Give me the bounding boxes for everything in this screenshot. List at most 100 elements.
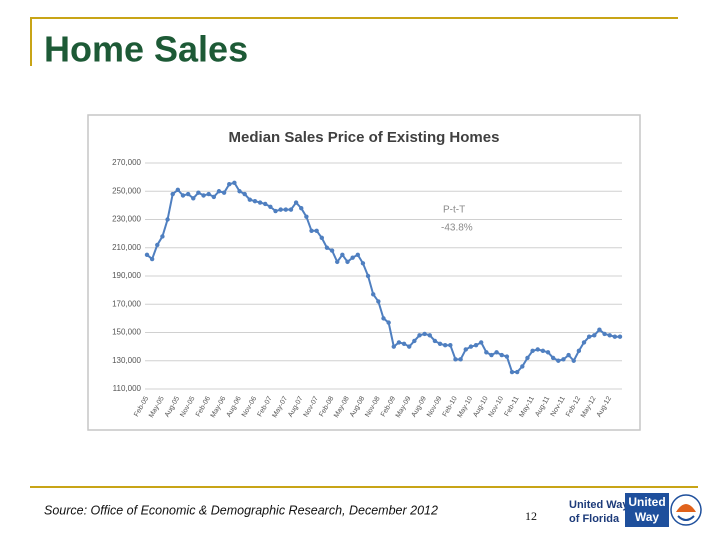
data-point [144, 252, 150, 258]
logo-badge-text: United [628, 495, 665, 509]
data-point [412, 338, 417, 344]
data-point [237, 189, 242, 194]
data-point [242, 191, 247, 197]
y-tick-label: 250,000 [112, 186, 141, 195]
data-point [160, 234, 165, 239]
logo-text: United Way [569, 499, 629, 511]
chart-title: Median Sales Price of Existing Homes [229, 129, 500, 146]
page-number: 12 [525, 509, 537, 523]
data-point [473, 343, 479, 348]
data-point [155, 242, 160, 248]
data-point [304, 214, 309, 219]
data-point [499, 352, 504, 358]
data-point [530, 348, 535, 354]
annotation: P-t-T [443, 205, 465, 216]
y-tick-label: 190,000 [112, 271, 141, 280]
data-point [288, 207, 294, 212]
data-point [273, 208, 278, 214]
data-point [227, 181, 232, 187]
data-point [283, 207, 289, 212]
data-point [494, 350, 499, 355]
data-point [427, 333, 432, 338]
data-point [247, 197, 253, 202]
data-point [586, 334, 592, 339]
annotation: -43.8% [441, 223, 473, 234]
data-point [365, 273, 371, 279]
data-point [175, 187, 181, 193]
data-point [514, 369, 520, 375]
data-point [617, 334, 623, 339]
data-point [221, 190, 227, 195]
data-point [581, 340, 587, 345]
data-point [381, 316, 386, 321]
data-point [319, 235, 325, 241]
data-point [350, 255, 355, 260]
logo-icon-hand [677, 515, 695, 521]
logo-badge-text: Way [635, 510, 660, 524]
data-point [201, 193, 206, 198]
data-point [458, 357, 463, 362]
data-point [561, 357, 566, 362]
data-point [211, 194, 217, 200]
data-point [196, 190, 201, 195]
data-point [252, 198, 258, 204]
data-point [545, 350, 551, 355]
data-point [571, 358, 576, 363]
data-point [592, 333, 597, 338]
data-point [149, 256, 155, 262]
data-point [566, 352, 571, 358]
data-point [191, 196, 196, 201]
data-point [345, 259, 350, 265]
data-point [597, 327, 602, 332]
data-point [360, 261, 366, 266]
y-tick-label: 110,000 [113, 384, 142, 393]
data-point [504, 354, 510, 359]
data-point [355, 252, 360, 258]
y-tick-label: 230,000 [112, 215, 141, 224]
data-point [340, 252, 345, 258]
data-point [437, 341, 443, 346]
data-point [602, 331, 607, 337]
data-point [478, 340, 484, 345]
logo-badge [625, 493, 669, 527]
data-point [432, 338, 438, 344]
data-point [576, 348, 582, 354]
data-point [417, 333, 422, 338]
data-point [509, 369, 515, 375]
data-point [556, 358, 561, 363]
data-point [401, 341, 407, 346]
y-tick-label: 170,000 [112, 299, 141, 308]
data-point [607, 333, 612, 338]
data-point [268, 204, 273, 209]
data-point [535, 347, 540, 352]
source-note: Source: Office of Economic & Demographic… [44, 503, 438, 517]
y-tick-label: 150,000 [112, 328, 141, 337]
data-point [335, 259, 340, 265]
data-point [165, 217, 170, 222]
data-point [612, 334, 618, 339]
data-point [396, 340, 402, 345]
data-point [185, 191, 191, 197]
data-point [391, 344, 396, 349]
data-point [468, 344, 474, 349]
data-point [314, 228, 319, 233]
data-point [525, 355, 530, 361]
data-point [180, 193, 186, 198]
data-point [550, 355, 556, 361]
data-point [263, 201, 268, 207]
y-tick-label: 270,000 [112, 158, 141, 167]
data-point [309, 228, 314, 233]
data-point [407, 344, 412, 349]
y-tick-label: 210,000 [112, 243, 141, 252]
data-point [453, 357, 458, 362]
data-point [489, 352, 494, 358]
data-point [520, 364, 525, 369]
data-point [386, 320, 391, 325]
data-point [299, 206, 304, 211]
data-point [371, 292, 376, 297]
data-point [206, 191, 211, 197]
data-point [293, 200, 299, 205]
data-point [324, 245, 330, 250]
data-point [232, 180, 237, 185]
